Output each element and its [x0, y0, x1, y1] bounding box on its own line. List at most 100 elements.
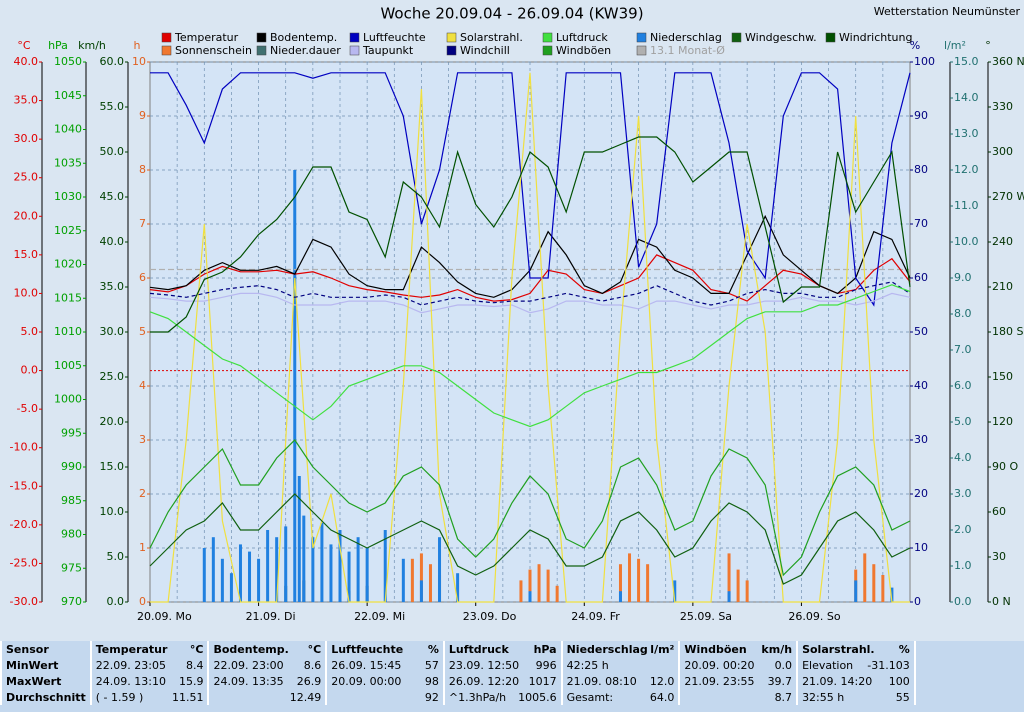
y-tick-label: 4: [139, 379, 146, 392]
table-cell: 1017 26.09. 12:20: [442, 673, 562, 689]
y-tick-label: 80: [914, 163, 928, 176]
y-tick-label: 1.0: [954, 559, 972, 572]
cell-value: 64.0: [649, 690, 675, 704]
table-cell: 1005.6 ^1.3hPa/h: [442, 689, 562, 705]
axis-unit: l/m²: [944, 39, 966, 52]
y-tick-label: 120: [992, 415, 1013, 428]
y-tick-label: 15.0: [100, 460, 125, 473]
cell-label: 24.09. 13:10: [95, 674, 166, 688]
y-tick-label: 3.0: [954, 487, 972, 500]
bar: [266, 530, 270, 602]
legend-label: Bodentemp.: [270, 31, 337, 44]
y-tick-label: 30.0: [14, 132, 39, 145]
axis-unit: %: [910, 39, 920, 52]
axis-unit: km/h: [78, 39, 106, 52]
cell-label: Durchschnitt: [6, 690, 86, 704]
table-cell: 39.7 21.09. 23:55: [678, 673, 798, 689]
y-tick-label: 330: [992, 100, 1013, 113]
x-tick-label: 25.09. Sa: [680, 610, 732, 623]
legend-swatch: [161, 32, 172, 43]
y-tick-label: 1020: [54, 258, 82, 271]
y-tick-label: 0.0: [21, 364, 39, 377]
bar: [637, 558, 641, 602]
y-tick-label: 10.0: [100, 505, 125, 518]
cell-value: km/h: [761, 642, 793, 656]
legend-swatch: [636, 45, 647, 56]
bar: [881, 575, 885, 602]
y-tick-label: 1035: [54, 156, 82, 169]
y-tick-label: 45.0: [100, 190, 125, 203]
series-line: [150, 72, 910, 603]
bar: [618, 591, 622, 602]
y-tick-label: 1000: [54, 393, 82, 406]
legend-swatch: [542, 45, 553, 56]
cell-label: 21.09. 14:20: [802, 674, 873, 688]
y-tick-label: 60: [914, 271, 928, 284]
cell-label: 20.09. 00:20: [684, 658, 755, 672]
series-line: [149, 284, 911, 428]
station-name: Wetterstation Neumünster: [874, 5, 1021, 18]
legend-label: Luftdruck: [556, 31, 608, 44]
y-tick-label: 1045: [54, 89, 82, 102]
table-cell: Durchschnitt: [0, 689, 91, 705]
y-tick-label: 12.0: [954, 163, 979, 176]
y-tick-label: 0.0: [107, 595, 125, 608]
cell-label: 24.09. 13:35: [213, 674, 284, 688]
y-tick-label: 1015: [54, 291, 82, 304]
bar: [383, 530, 387, 602]
bar: [297, 476, 301, 602]
table-cell: [913, 657, 1024, 673]
cell-label: 26.09. 15:45: [331, 658, 402, 672]
table-cell: [913, 689, 1024, 705]
bar: [438, 537, 442, 602]
y-tick-label: 5.0: [954, 415, 972, 428]
series-line: [149, 439, 911, 577]
cell-value: °C: [307, 642, 322, 656]
y-tick-label: 40.0: [100, 235, 125, 248]
cell-value: 0.0: [774, 658, 793, 672]
cell-value: 1017: [528, 674, 557, 688]
legend-label: Windböen: [556, 44, 611, 57]
legend-label: Windrichtung: [839, 31, 912, 44]
cell-label: 22.09. 23:05: [95, 658, 166, 672]
bar: [401, 558, 405, 602]
cell-value: 39.7: [767, 674, 793, 688]
table-cell: Sensor: [0, 641, 91, 657]
y-tick-label: 70: [914, 217, 928, 230]
y-tick-label: -30.0: [10, 595, 38, 608]
table-cell: 15.9 24.09. 13:10: [89, 673, 209, 689]
cell-label: MinWert: [6, 658, 59, 672]
bar: [365, 548, 369, 602]
series-line: [149, 281, 911, 306]
cell-value: 8.4: [185, 658, 204, 672]
legend-swatch: [446, 32, 457, 43]
table-cell: km/h Windböen: [678, 641, 798, 657]
cell-label: 22.09. 23:00: [213, 658, 284, 672]
axis-unit: °C: [17, 39, 31, 52]
y-tick-label: 60.0: [100, 55, 125, 68]
y-tick-label: 180 S: [992, 325, 1023, 338]
y-tick-label: 5.0: [21, 325, 39, 338]
table-cell: 100 21.09. 14:20: [796, 673, 915, 689]
bar: [257, 558, 261, 602]
y-tick-label: 995: [61, 426, 82, 439]
axis-unit: h: [134, 39, 141, 52]
table-cell: 12.0 21.09. 08:10: [560, 673, 680, 689]
y-tick-label: 9.0: [954, 271, 972, 284]
y-tick-label: 8: [139, 163, 146, 176]
bar: [519, 580, 523, 602]
bar: [537, 564, 541, 602]
legend-label: Sonnenschein: [175, 44, 252, 57]
table-cell: hPa Luftdruck: [442, 641, 562, 657]
table-row: MaxWert 15.9 24.09. 13:10 26.9 24.09. 13:35 9…: [0, 673, 1024, 689]
y-tick-label: 4.0: [954, 451, 972, 464]
table-row: Durchschnitt 11.51( - 1.59 ) 12.49 92 1005.6…: [0, 689, 1024, 705]
cell-label: Windböen: [684, 642, 747, 656]
table-cell: 8.4 22.09. 23:05: [89, 657, 209, 673]
bar: [528, 591, 532, 602]
y-tick-label: 15.0: [14, 248, 39, 261]
bar: [736, 569, 740, 602]
y-tick-label: 10.0: [14, 286, 39, 299]
chart-title: Woche 20.09.04 - 26.09.04 (KW39): [380, 5, 643, 23]
y-tick-label: 13.0: [954, 127, 979, 140]
